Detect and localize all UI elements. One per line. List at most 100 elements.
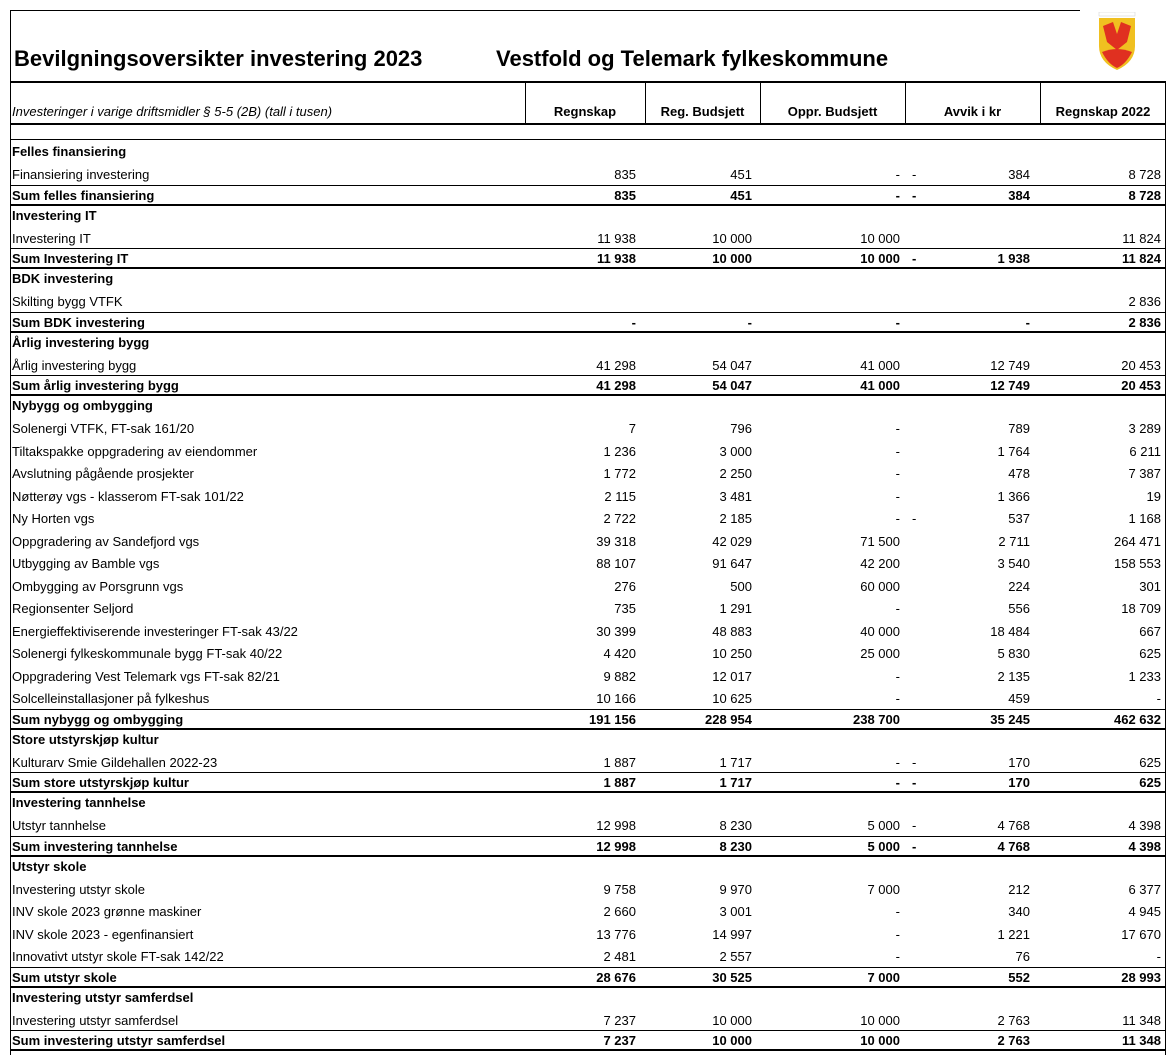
- value-cell: 12 017: [712, 668, 752, 684]
- section-title: Investering IT: [12, 207, 97, 223]
- value-cell: 170: [1008, 775, 1030, 790]
- value-cell: 5 000: [867, 818, 900, 833]
- value-cell: 4 420: [603, 646, 636, 661]
- logo: [1098, 12, 1136, 70]
- value-cell: 10 000: [712, 1012, 752, 1028]
- top-rule: [10, 10, 1080, 11]
- value-cell: 10 000: [712, 1033, 752, 1048]
- value-cell: 48 883: [712, 623, 752, 639]
- value-cell: 8 230: [719, 838, 752, 854]
- row-label: Sum store utstyrskjøp kultur: [12, 775, 189, 790]
- value-cell: 625: [1139, 775, 1161, 790]
- sum-top-rule: [10, 835, 1166, 837]
- value-cell: -: [1025, 314, 1030, 330]
- value-cell: 2 836: [1128, 314, 1161, 330]
- row-label: Sum årlig investering bygg: [12, 378, 179, 393]
- value-cell: 1 772: [603, 466, 636, 481]
- row-label: Energieffektiviserende investeringer FT-…: [12, 623, 298, 639]
- value-cell: 1 887: [603, 754, 636, 770]
- value-cell: 1 168: [1128, 511, 1161, 526]
- value-cell: 2 763: [997, 1033, 1030, 1048]
- row-label: Tiltakspakke oppgradering av eiendommer: [12, 443, 258, 459]
- value-cell: 14 997: [712, 926, 752, 942]
- value-cell: -: [895, 443, 900, 459]
- value-cell: -: [895, 511, 900, 526]
- value-cell: 12 749: [990, 357, 1030, 373]
- row-label: INV skole 2023 grønne maskiner: [12, 904, 202, 919]
- value-cell: 19: [1146, 488, 1161, 504]
- value-cell: 1 221: [997, 926, 1030, 942]
- sign-cell: -: [912, 167, 917, 182]
- column-divider: [1040, 82, 1041, 124]
- value-cell: -: [895, 466, 900, 481]
- value-cell: -: [895, 421, 900, 436]
- value-cell: 11 938: [597, 230, 636, 246]
- value-cell: 2 557: [719, 949, 752, 964]
- row-label: Regionsenter Seljord: [12, 601, 134, 616]
- value-cell: -: [895, 949, 900, 964]
- value-cell: 7 237: [603, 1012, 636, 1028]
- row-label: INV skole 2023 - egenfinansiert: [12, 926, 194, 942]
- value-cell: 28 676: [596, 969, 636, 985]
- value-cell: 2 722: [603, 511, 636, 526]
- value-cell: 835: [614, 187, 636, 203]
- value-cell: 10 000: [860, 1012, 900, 1028]
- value-cell: -: [895, 187, 900, 203]
- value-cell: 3 481: [719, 488, 752, 504]
- value-cell: 1 717: [719, 754, 752, 770]
- value-cell: 7 000: [867, 969, 900, 985]
- row-label: Investering IT: [12, 230, 91, 246]
- value-cell: 228 954: [705, 711, 752, 727]
- value-cell: 91 647: [712, 556, 752, 571]
- value-cell: 54 047: [712, 378, 752, 393]
- value-cell: 54 047: [712, 357, 752, 373]
- row-label: Ny Horten vgs: [12, 511, 95, 526]
- table-frame-right: [1165, 82, 1166, 1055]
- value-cell: 20 453: [1121, 357, 1161, 373]
- sum-bottom-rule: [10, 985, 1166, 988]
- sum-top-rule: [10, 708, 1166, 710]
- column-divider: [760, 82, 761, 124]
- value-cell: 4 398: [1128, 818, 1161, 833]
- row-label: Solenergi fylkeskommunale bygg FT-sak 40…: [12, 646, 283, 661]
- value-cell: 39 318: [596, 533, 636, 549]
- value-cell: 796: [730, 421, 752, 436]
- value-cell: -: [895, 754, 900, 770]
- value-cell: 12 749: [990, 378, 1030, 393]
- section-title: Nybygg og ombygging: [12, 398, 153, 413]
- value-cell: 2 185: [719, 511, 752, 526]
- value-cell: 625: [1139, 646, 1161, 661]
- value-cell: 60 000: [860, 578, 900, 594]
- value-cell: 5 000: [867, 838, 900, 854]
- value-cell: 451: [730, 187, 752, 203]
- sign-cell: -: [912, 251, 917, 266]
- section-title: Investering utstyr samferdsel: [12, 989, 194, 1005]
- column-divider: [905, 82, 906, 124]
- sum-top-rule: [10, 772, 1166, 773]
- value-cell: 30 525: [712, 969, 752, 985]
- sign-cell: -: [912, 838, 917, 854]
- value-cell: 667: [1139, 623, 1161, 639]
- sign-cell: -: [912, 818, 917, 833]
- value-cell: 552: [1008, 969, 1030, 985]
- row-label: Avslutning pågående prosjekter: [12, 466, 194, 481]
- value-cell: 1 764: [997, 443, 1030, 459]
- value-cell: 30 399: [596, 623, 636, 639]
- value-cell: 12 998: [596, 838, 636, 854]
- value-cell: 2 660: [603, 904, 636, 919]
- value-cell: 2 481: [603, 949, 636, 964]
- row-label: Sum investering utstyr samferdsel: [12, 1033, 226, 1048]
- value-cell: 1 366: [997, 488, 1030, 504]
- value-cell: -: [747, 314, 752, 330]
- title: Bevilgningsoversikter investering 2023: [14, 46, 423, 71]
- value-cell: 11 348: [1121, 1033, 1161, 1048]
- value-cell: 1 236: [603, 443, 636, 459]
- left-rule: [10, 10, 11, 1055]
- value-cell: -: [895, 601, 900, 616]
- column-header: Avvik i kr: [943, 104, 1002, 119]
- sum-bottom-rule: [10, 267, 1166, 269]
- header-bottom-rule: [10, 123, 1166, 125]
- value-cell: 11 824: [1122, 230, 1161, 246]
- value-cell: 35 245: [990, 711, 1030, 727]
- value-cell: 9 758: [603, 881, 636, 897]
